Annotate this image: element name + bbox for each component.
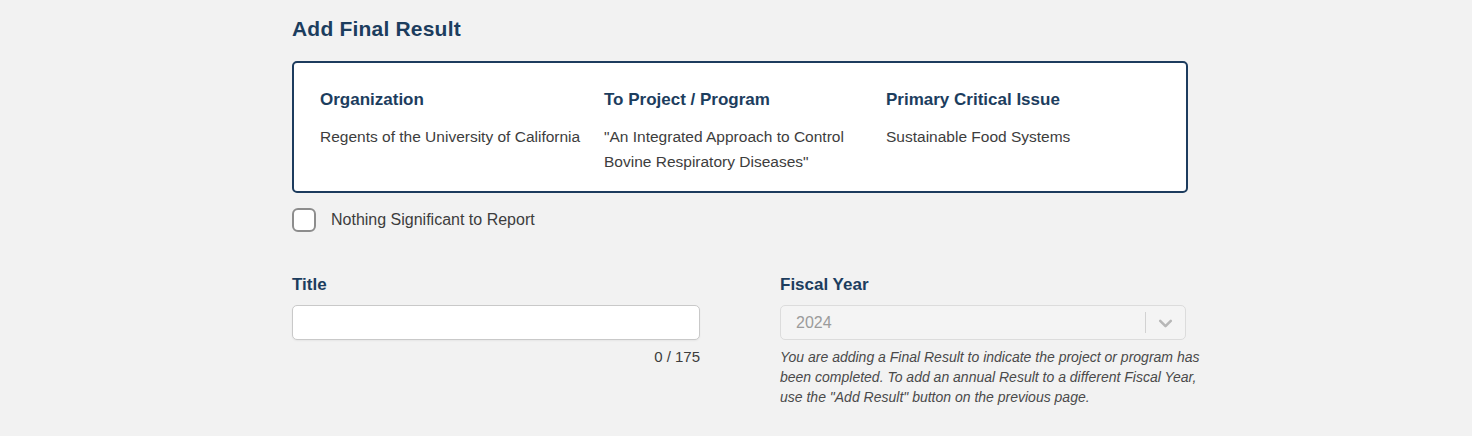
- critical-issue-value: Sustainable Food Systems: [886, 124, 1168, 149]
- nothing-significant-label[interactable]: Nothing Significant to Report: [331, 211, 535, 229]
- page-title: Add Final Result: [292, 17, 1188, 41]
- fiscal-year-field-group: Fiscal Year 2024 You are adding a Final …: [780, 275, 1186, 407]
- summary-organization: Organization Regents of the University o…: [320, 90, 604, 191]
- title-label: Title: [292, 275, 700, 295]
- organization-value: Regents of the University of California: [320, 124, 586, 149]
- title-char-counter: 0 / 175: [292, 348, 700, 365]
- chevron-down-icon: [1157, 315, 1174, 332]
- title-input[interactable]: [292, 305, 700, 340]
- project-program-label: To Project / Program: [604, 90, 868, 110]
- select-divider: [1145, 312, 1146, 333]
- summary-project-program: To Project / Program "An Integrated Appr…: [604, 90, 886, 191]
- helper-line: been completed. To add an annual Result …: [780, 367, 1186, 387]
- summary-critical-issue: Primary Critical Issue Sustainable Food …: [886, 90, 1186, 191]
- helper-line: You are adding a Final Result to indicat…: [780, 347, 1186, 367]
- title-field-group: Title 0 / 175: [292, 275, 700, 365]
- critical-issue-label: Primary Critical Issue: [886, 90, 1168, 110]
- project-program-value: "An Integrated Approach to Control Bovin…: [604, 124, 849, 174]
- context-summary-box: Organization Regents of the University o…: [292, 61, 1188, 193]
- fiscal-year-helper-text: You are adding a Final Result to indicat…: [780, 347, 1186, 407]
- organization-label: Organization: [320, 90, 586, 110]
- nothing-significant-checkbox[interactable]: [292, 208, 316, 232]
- fiscal-year-select[interactable]: 2024: [780, 305, 1186, 340]
- fiscal-year-value: 2024: [796, 314, 832, 332]
- helper-line: use the "Add Result" button on the previ…: [780, 387, 1186, 407]
- nothing-significant-row: Nothing Significant to Report: [292, 208, 1188, 232]
- fiscal-year-label: Fiscal Year: [780, 275, 1186, 295]
- add-final-result-form: Add Final Result Organization Regents of…: [292, 0, 1188, 407]
- fields-row: Title 0 / 175 Fiscal Year 2024 You are a…: [292, 275, 1188, 407]
